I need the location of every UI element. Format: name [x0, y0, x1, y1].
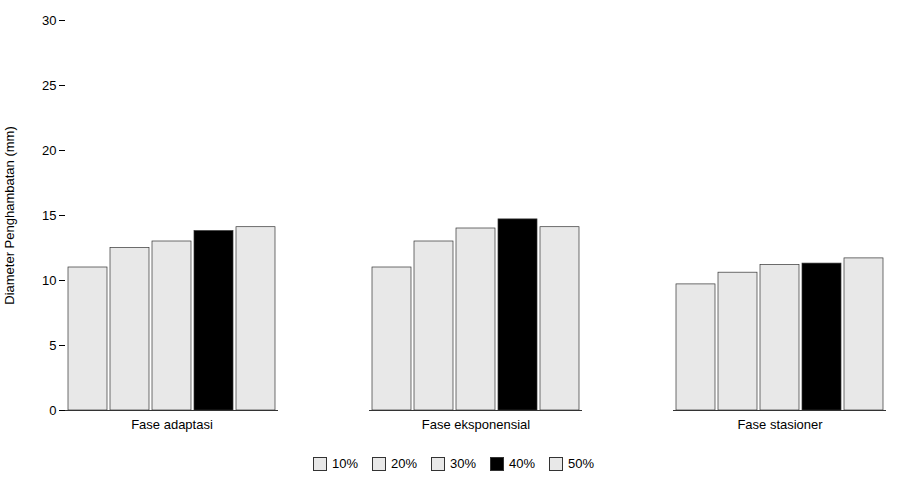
- html-text:50%: 50%: [568, 456, 595, 471]
- svg-text:10: 10: [42, 273, 56, 288]
- html-text:40%: 40%: [509, 456, 535, 471]
- svg-text:Fase eksponensial: Fase eksponensial: [422, 417, 531, 432]
- svg-text:20: 20: [42, 143, 56, 158]
- svg-text:Diameter Penghambatan (mm): Diameter Penghambatan (mm): [2, 126, 17, 304]
- svg-text:Fase stasioner: Fase stasioner: [737, 417, 823, 432]
- svg-text:5: 5: [49, 338, 56, 353]
- svg-text:Fase adaptasi: Fase adaptasi: [131, 417, 213, 432]
- svg-text:15: 15: [42, 208, 56, 223]
- svg-text:0: 0: [49, 403, 56, 418]
- html-text:30%: 30%: [450, 456, 476, 471]
- html-text:20%: 20%: [391, 456, 417, 471]
- svg-text:25: 25: [42, 78, 56, 93]
- html-text:10%: 10%: [331, 456, 358, 471]
- svg-text:30: 30: [42, 13, 56, 28]
